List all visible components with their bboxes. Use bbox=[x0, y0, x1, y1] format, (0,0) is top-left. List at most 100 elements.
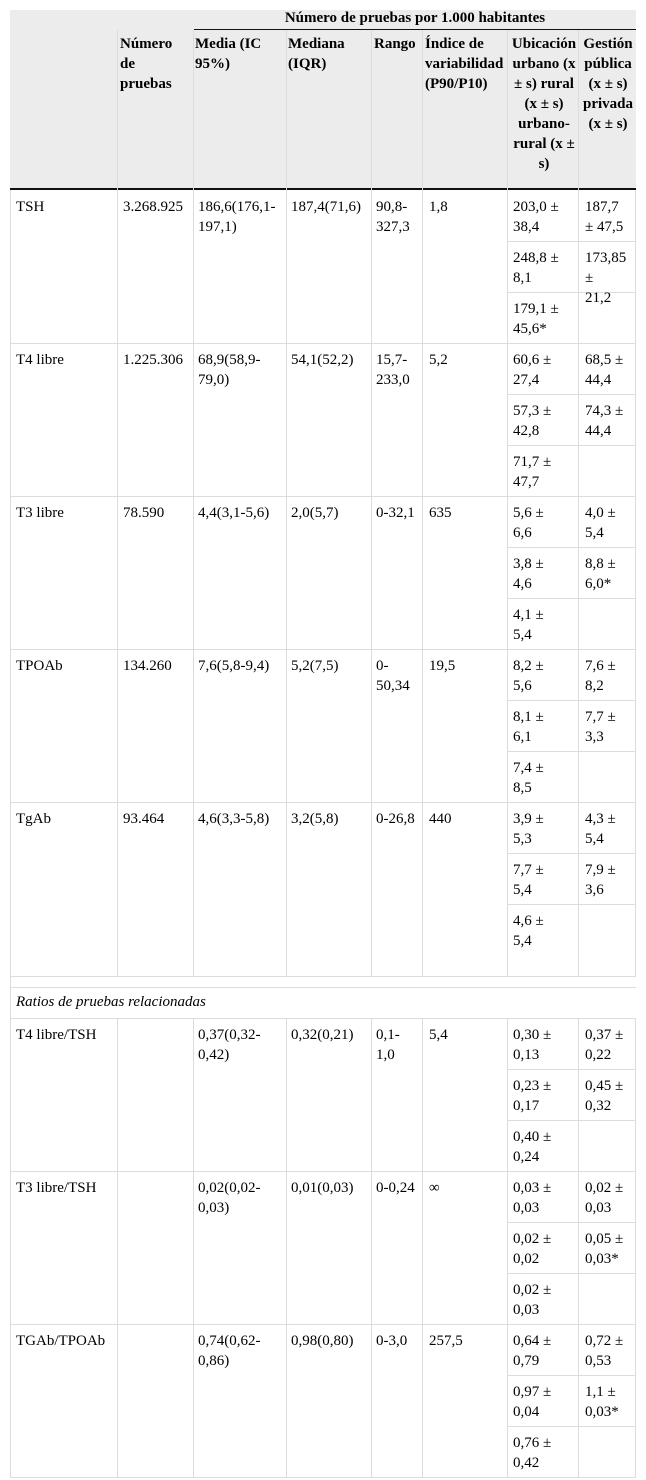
cell-indice: 5,4 bbox=[429, 1027, 448, 1043]
cell-ubicacion: 71,7 ± 47,7 bbox=[513, 454, 552, 490]
column-divider bbox=[193, 30, 194, 976]
row-divider bbox=[10, 802, 636, 803]
cell-media: 186,6(176,1- 197,1) bbox=[198, 199, 276, 235]
col-header-mediana: Mediana (IQR) bbox=[288, 36, 345, 72]
cell-ubicacion: 57,3 ± 42,8 bbox=[513, 403, 552, 439]
column-divider bbox=[635, 1018, 636, 1477]
cell-mediana: 0,98(0,80) bbox=[291, 1333, 354, 1349]
cell-gestion: 0,45 ± 0,32 bbox=[585, 1078, 624, 1114]
cell-ubicacion: 0,40 ± 0,24 bbox=[513, 1129, 552, 1165]
cell-mediana: 0,32(0,21) bbox=[291, 1027, 354, 1043]
cell-media: 68,9(58,9- 79,0) bbox=[198, 352, 261, 388]
cell-ubicacion: 4,6 ± 5,4 bbox=[513, 913, 544, 949]
subrow-divider bbox=[507, 1375, 636, 1376]
cell-indice: 19,5 bbox=[429, 658, 456, 674]
column-divider bbox=[578, 30, 579, 976]
subrow-divider bbox=[507, 598, 636, 599]
group-underline bbox=[194, 29, 636, 30]
column-divider bbox=[10, 190, 11, 1477]
cell-gestion: 7,6 ± 8,2 bbox=[585, 658, 616, 694]
subrow-divider bbox=[507, 1120, 636, 1121]
subrow-divider bbox=[507, 241, 636, 242]
cell-name: TGAb/TPOAb bbox=[16, 1333, 106, 1349]
subrow-divider bbox=[507, 751, 636, 752]
col-header-indice: Índice de variabilidad (P90/P10) bbox=[425, 36, 504, 92]
cell-ubicacion: 0,03 ± 0,03 bbox=[513, 1180, 552, 1216]
cell-gestion: 68,5 ± 44,4 bbox=[585, 352, 624, 388]
cell-numero: 93.464 bbox=[123, 811, 165, 827]
cell-ubicacion: 4,1 ± 5,4 bbox=[513, 607, 544, 643]
cell-name: T4 libre bbox=[16, 352, 64, 368]
cell-ubicacion: 8,1 ± 6,1 bbox=[513, 709, 544, 745]
cell-indice: 5,2 bbox=[429, 352, 448, 368]
cell-mediana: 187,4(71,6) bbox=[291, 199, 361, 215]
cell-indice: 257,5 bbox=[429, 1333, 463, 1349]
column-divider bbox=[117, 1018, 118, 1477]
column-divider bbox=[635, 190, 636, 976]
cell-gestion: 7,7 ± 3,3 bbox=[585, 709, 616, 745]
row-divider bbox=[10, 987, 636, 988]
cell-ubicacion: 203,0 ± 38,4 bbox=[513, 199, 559, 235]
cell-ubicacion: 3,8 ± 4,6 bbox=[513, 556, 544, 592]
cell-rango: 0- 50,34 bbox=[376, 658, 410, 694]
group-title: Número de pruebas por 1.000 habitantes bbox=[284, 10, 546, 26]
cell-ubicacion: 179,1 ± 45,6* bbox=[513, 301, 559, 337]
cell-ubicacion: 0,76 ± 0,42 bbox=[513, 1435, 552, 1471]
cell-name: T4 libre/TSH bbox=[16, 1027, 97, 1043]
cell-gestion: 7,9 ± 3,6 bbox=[585, 862, 616, 898]
subrow-divider bbox=[507, 1069, 636, 1070]
cell-media: 0,74(0,62- 0,86) bbox=[198, 1333, 261, 1369]
row-divider bbox=[10, 1477, 636, 1478]
cell-ubicacion: 5,6 ± 6,6 bbox=[513, 505, 544, 541]
cell-ubicacion: 0,30 ± 0,13 bbox=[513, 1027, 552, 1063]
cell-numero: 1.225.306 bbox=[123, 352, 183, 368]
subrow-divider bbox=[507, 904, 636, 905]
cell-indice: 635 bbox=[429, 505, 452, 521]
column-divider bbox=[117, 30, 118, 976]
cell-gestion: 1,1 ± 0,03* bbox=[585, 1384, 619, 1420]
cell-gestion: 8,8 ± 6,0* bbox=[585, 556, 616, 592]
col-header-media: Media (IC 95%) bbox=[195, 36, 262, 72]
row-divider bbox=[10, 1018, 636, 1019]
cell-ubicacion: 3,9 ± 5,3 bbox=[513, 811, 544, 847]
cell-ubicacion: 0,97 ± 0,04 bbox=[513, 1384, 552, 1420]
col-header-rango: Rango bbox=[374, 36, 416, 52]
col-header-numero: Número de pruebas bbox=[120, 36, 173, 92]
cell-gestion: 0,05 ± 0,03* bbox=[585, 1231, 624, 1267]
section-label: Ratios de pruebas relacionadas bbox=[16, 994, 206, 1010]
cell-rango: 90,8- 327,3 bbox=[376, 199, 410, 235]
cell-mediana: 3,2(5,8) bbox=[291, 811, 339, 827]
row-divider bbox=[10, 1171, 636, 1172]
subrow-divider bbox=[507, 853, 636, 854]
column-divider bbox=[286, 1018, 287, 1477]
cell-name: T3 libre/TSH bbox=[16, 1180, 97, 1196]
cell-mediana: 5,2(7,5) bbox=[291, 658, 339, 674]
cell-media: 0,37(0,32- 0,42) bbox=[198, 1027, 261, 1063]
cell-ubicacion: 7,7 ± 5,4 bbox=[513, 862, 544, 898]
cell-media: 4,6(3,3-5,8) bbox=[198, 811, 270, 827]
cell-ubicacion: 0,64 ± 0,79 bbox=[513, 1333, 552, 1369]
subrow-divider bbox=[507, 547, 636, 548]
cell-name: T3 libre bbox=[16, 505, 64, 521]
cell-numero: 3.268.925 bbox=[123, 199, 183, 215]
cell-rango: 0,1- 1,0 bbox=[376, 1027, 400, 1063]
row-divider bbox=[10, 976, 636, 977]
cell-gestion: 4,0 ± 5,4 bbox=[585, 505, 616, 541]
column-divider bbox=[422, 30, 423, 976]
cell-mediana: 2,0(5,7) bbox=[291, 505, 339, 521]
column-divider bbox=[422, 1018, 423, 1477]
cell-rango: 0-26,8 bbox=[376, 811, 415, 827]
cell-media: 4,4(3,1-5,6) bbox=[198, 505, 270, 521]
column-divider bbox=[371, 1018, 372, 1477]
cell-gestion: 173,85 ± 21,2 bbox=[585, 250, 627, 306]
cell-indice: 440 bbox=[429, 811, 452, 827]
cell-ubicacion: 8,2 ± 5,6 bbox=[513, 658, 544, 694]
column-divider bbox=[286, 30, 287, 976]
cell-name: TPOAb bbox=[16, 658, 63, 674]
cell-ubicacion: 0,23 ± 0,17 bbox=[513, 1078, 552, 1114]
cell-name: TgAb bbox=[16, 811, 51, 827]
cell-gestion: 0,02 ± 0,03 bbox=[585, 1180, 624, 1216]
cell-indice: ∞ bbox=[429, 1180, 440, 1196]
cell-rango: 0-0,24 bbox=[376, 1180, 415, 1196]
subrow-divider bbox=[507, 1426, 636, 1427]
